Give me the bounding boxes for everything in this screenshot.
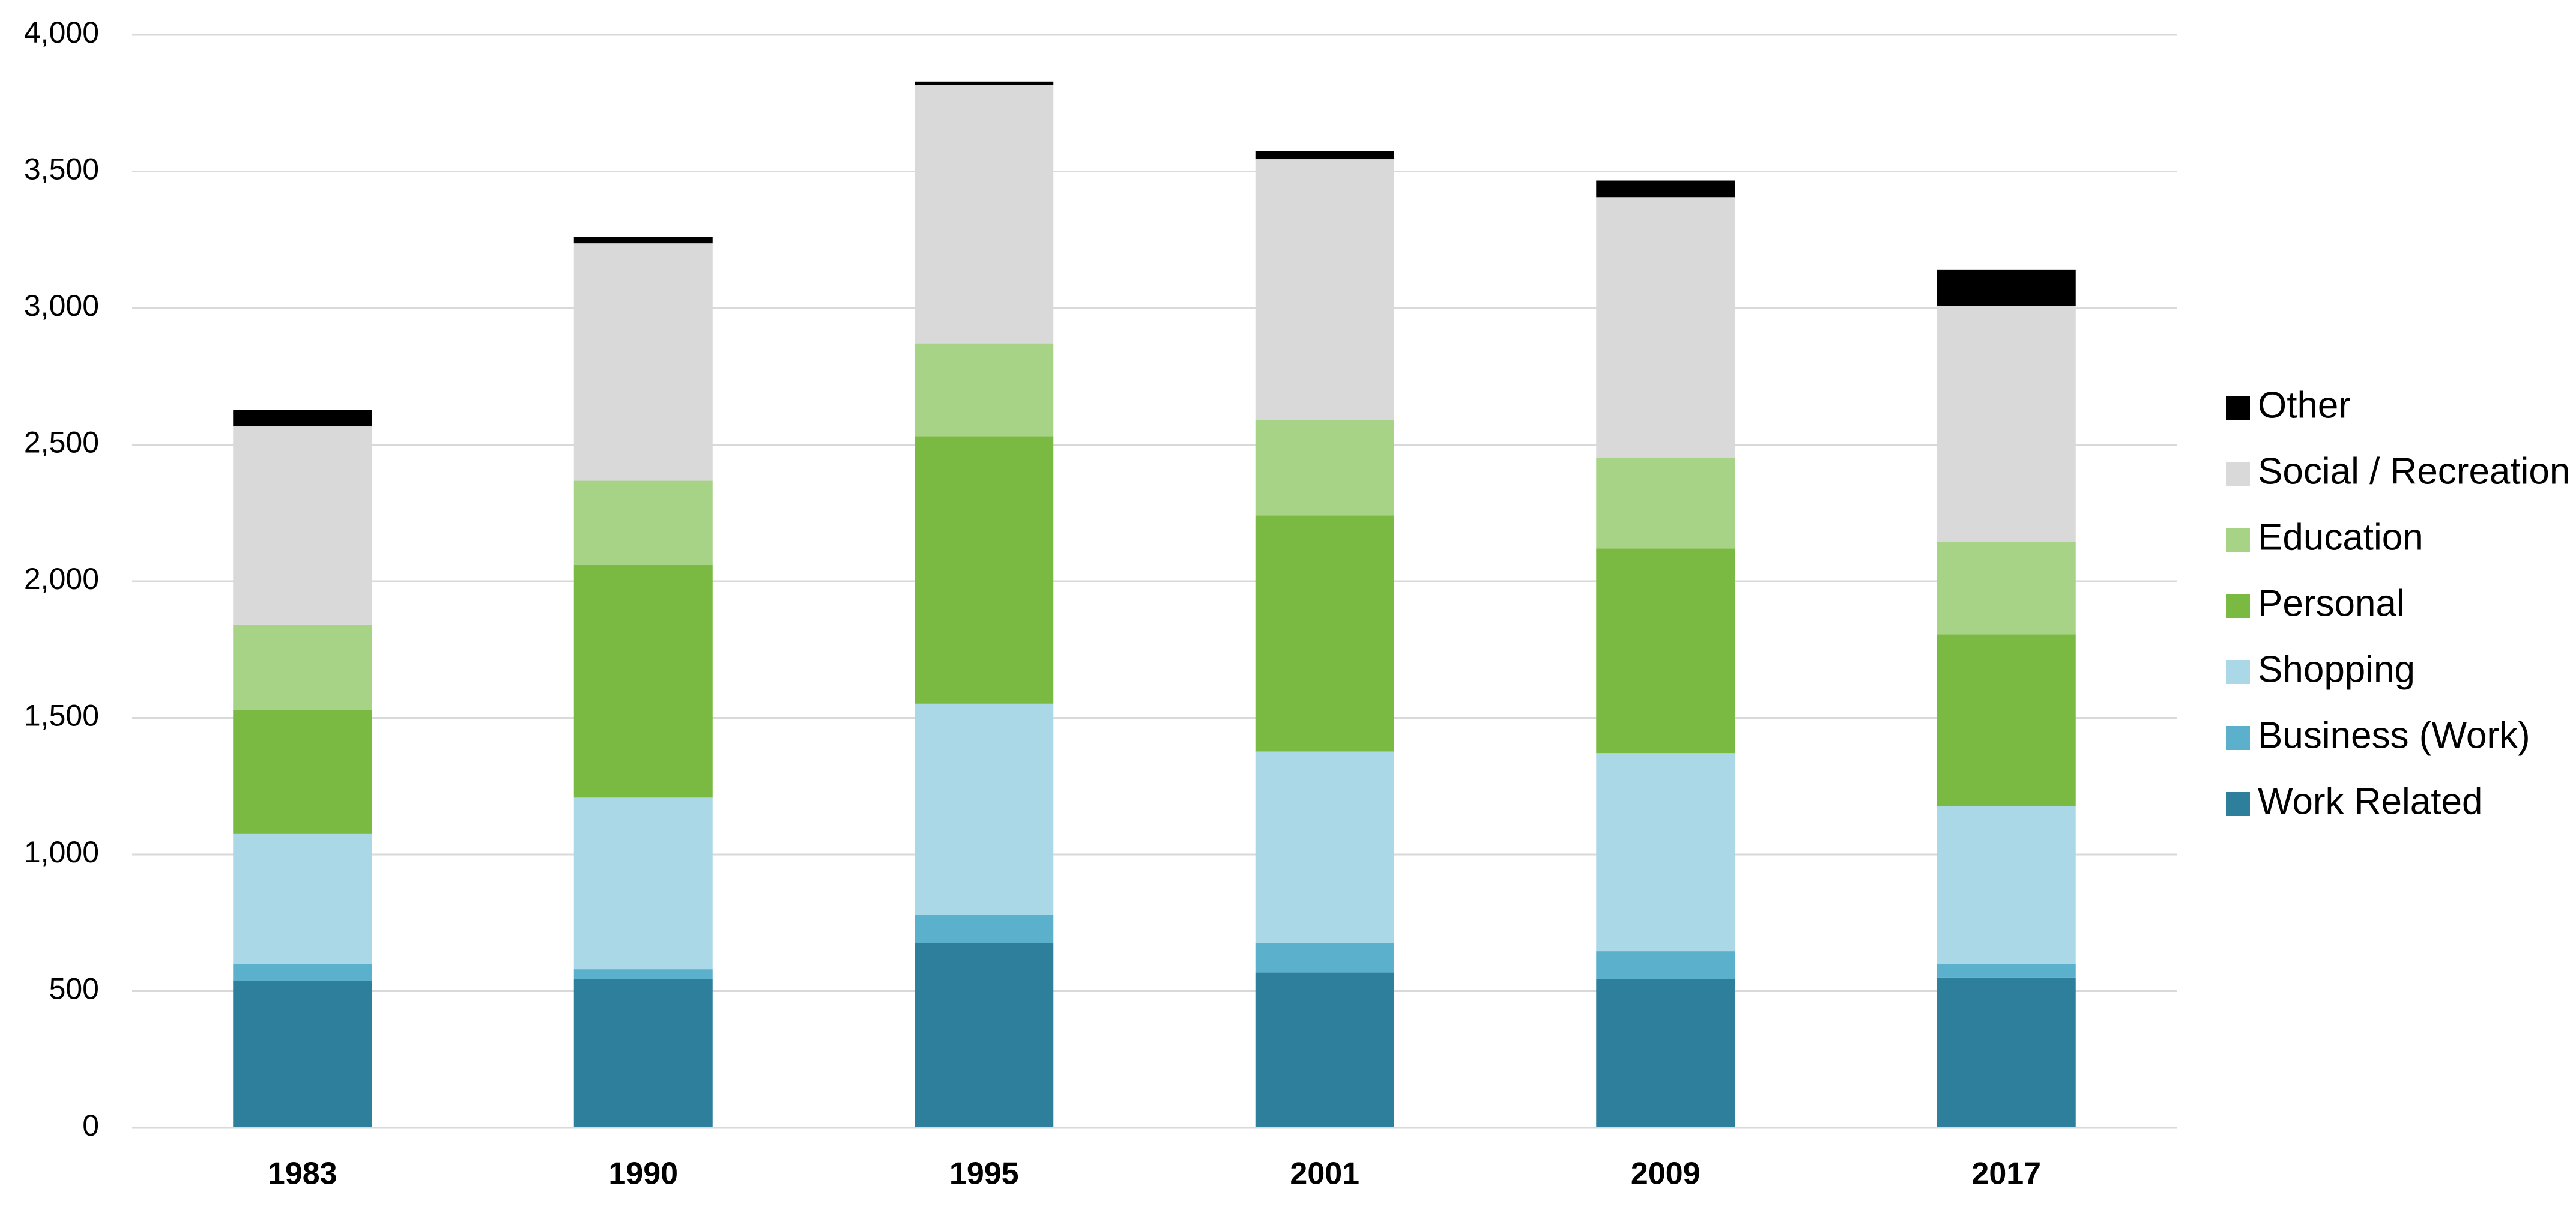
bar-segment xyxy=(233,426,372,625)
bar-segment xyxy=(1596,180,1735,198)
x-tick-label: 1990 xyxy=(608,1157,678,1191)
bar-segment xyxy=(1937,542,2076,635)
legend-label: Personal xyxy=(2258,582,2405,624)
y-tick-label: 3,500 xyxy=(24,153,99,186)
bar-segment xyxy=(1596,458,1735,549)
bar-segment xyxy=(1596,197,1735,458)
bar-segment xyxy=(1937,964,2076,978)
y-tick-label: 2,000 xyxy=(24,562,99,596)
bar-segment xyxy=(573,243,713,481)
bar-segment xyxy=(1255,159,1394,420)
bar-segment xyxy=(573,969,713,979)
legend-swatch xyxy=(2226,528,2250,552)
x-tick-label: 1995 xyxy=(949,1157,1019,1191)
legend-label: Work Related xyxy=(2258,781,2482,822)
legend-label: Business (Work) xyxy=(2258,715,2530,756)
bar-segment xyxy=(1937,269,2076,306)
bar-segment xyxy=(1596,951,1735,979)
bar-segment xyxy=(233,833,372,964)
legend-label: Other xyxy=(2258,384,2351,426)
x-tick-label: 1983 xyxy=(268,1157,337,1191)
bar-segment xyxy=(915,943,1054,1128)
legend-swatch xyxy=(2226,462,2250,486)
bar-segment xyxy=(1937,977,2076,1128)
bar-segment xyxy=(1255,972,1394,1128)
legend-swatch xyxy=(2226,660,2250,684)
bar-segment xyxy=(573,480,713,565)
bar-segment xyxy=(915,436,1054,704)
x-tick-label: 2009 xyxy=(1631,1157,1701,1191)
bar-segment xyxy=(915,85,1054,344)
bar-segment xyxy=(233,624,372,710)
bar-segment xyxy=(573,564,713,798)
y-tick-label: 500 xyxy=(49,972,99,1006)
y-tick-label: 4,000 xyxy=(24,16,99,49)
bar-segment xyxy=(573,797,713,970)
bar-segment xyxy=(915,81,1054,85)
bar-segment xyxy=(1937,306,2076,542)
y-tick-label: 2,500 xyxy=(24,426,99,459)
bar-segment xyxy=(1596,548,1735,754)
bar-segment xyxy=(1255,751,1394,943)
bar-segment xyxy=(915,703,1054,915)
bar-segment xyxy=(1937,806,2076,964)
y-tick-label: 1,500 xyxy=(24,699,99,733)
bar-segment xyxy=(233,981,372,1128)
bar-segment xyxy=(1255,943,1394,973)
bar-segment xyxy=(233,410,372,427)
bar-segment xyxy=(1937,634,2076,806)
bar-segment xyxy=(233,964,372,981)
y-tick-label: 0 xyxy=(82,1109,99,1142)
bar-segment xyxy=(1255,151,1394,160)
bar-segment xyxy=(573,237,713,244)
bar-segment xyxy=(915,915,1054,943)
legend-swatch xyxy=(2226,726,2250,750)
x-tick-label: 2001 xyxy=(1290,1157,1359,1191)
legend-swatch xyxy=(2226,396,2250,420)
bar-segment xyxy=(1255,420,1394,516)
legend-label: Social / Recreation xyxy=(2258,450,2570,492)
x-tick-label: 2017 xyxy=(1971,1157,2041,1191)
bar-segment xyxy=(1596,753,1735,952)
legend-swatch xyxy=(2226,594,2250,618)
legend-label: Education xyxy=(2258,516,2423,558)
y-tick-label: 1,000 xyxy=(24,835,99,869)
bar-segment xyxy=(1596,979,1735,1128)
y-tick-label: 3,000 xyxy=(24,289,99,322)
bar-segment xyxy=(233,710,372,834)
legend-label: Shopping xyxy=(2258,649,2415,690)
bar-segment xyxy=(573,979,713,1128)
bar-segment xyxy=(1255,515,1394,752)
legend-swatch xyxy=(2226,792,2250,816)
bar-segment xyxy=(915,343,1054,437)
